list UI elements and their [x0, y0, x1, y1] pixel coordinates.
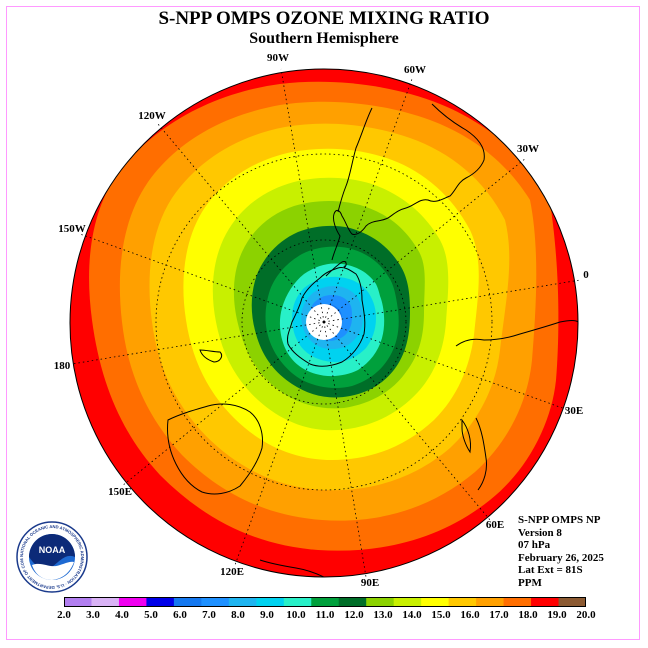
- color-scale-swatch: [311, 597, 340, 607]
- coastline-australia: [167, 403, 263, 495]
- color-scale-swatch: [366, 597, 395, 607]
- meridian-150w: [79, 233, 325, 323]
- lon-label-30w: 30W: [517, 143, 539, 155]
- coastline-new-zealand: [199, 349, 223, 363]
- color-scale-tick-label: 14.0: [402, 609, 422, 621]
- lon-label-30e: 30E: [565, 405, 583, 417]
- info-lat-ext: Lat Ext = 81S: [518, 564, 583, 576]
- info-version: Version 8: [518, 526, 562, 539]
- latitude-circle-30s: [155, 153, 493, 491]
- info-product: S-NPP OMPS NP: [518, 514, 601, 526]
- coastline-antarctica: [287, 267, 366, 367]
- color-scale-tick-label: 4.0: [115, 609, 129, 621]
- color-scale-tick-label: 10.0: [286, 609, 306, 621]
- color-scale-tick-label: 20.0: [576, 609, 596, 621]
- color-scale-tick-label: 2.0: [57, 609, 71, 621]
- latitude-circle-60s: [241, 239, 407, 405]
- color-scale-swatch: [228, 597, 257, 607]
- lon-label-90w: 90W: [267, 52, 289, 64]
- meridian-30w: [323, 157, 527, 323]
- color-scale-tick-label: 11.0: [315, 609, 335, 621]
- map-boundary: [69, 68, 579, 578]
- color-scale-swatch: [421, 597, 450, 607]
- color-scale-tick-label: 7.0: [202, 609, 216, 621]
- coastline-new-guinea: [259, 559, 327, 577]
- lon-label-150e: 150E: [108, 486, 132, 498]
- color-scale-swatch: [91, 597, 120, 607]
- color-scale-tick-label: 8.0: [231, 609, 245, 621]
- color-scale-swatch: [256, 597, 285, 607]
- color-scale-swatch: [558, 597, 586, 607]
- color-scale-swatch: [173, 597, 202, 607]
- color-scale-tick-label: 19.0: [547, 609, 567, 621]
- color-scale-swatch: [393, 597, 422, 607]
- info-date: February 26, 2025: [518, 551, 604, 564]
- lon-label-60w: 60W: [404, 64, 426, 76]
- coastlines: [167, 103, 578, 577]
- coastline-madagascar: [461, 418, 471, 454]
- color-scale-swatch: [338, 597, 367, 607]
- color-scale-swatch: [64, 597, 92, 607]
- info-pressure: 07 hPa: [518, 539, 551, 551]
- color-scale-swatch: [283, 597, 312, 607]
- color-scale-bar: [64, 597, 586, 607]
- color-scale-tick-label: 9.0: [260, 609, 274, 621]
- lon-label-90e: 90E: [361, 577, 379, 589]
- color-scale-swatch: [531, 597, 560, 607]
- meridian-30e: [323, 321, 569, 411]
- color-scale-tick-label: 6.0: [173, 609, 187, 621]
- color-scale-tick-label: 12.0: [344, 609, 364, 621]
- lon-label-180: 180: [54, 360, 71, 372]
- longitude-labels: 90W 60W 30W 0 30E 60E 90E 120E 150E 180 …: [54, 52, 590, 589]
- color-scale-tick-label: 3.0: [86, 609, 100, 621]
- lon-label-120w: 120W: [138, 110, 166, 122]
- noaa-logo-text: NOAA: [39, 545, 66, 555]
- color-scale-swatch: [503, 597, 532, 607]
- color-scale-tick-label: 16.0: [460, 609, 480, 621]
- color-scale-tick-label: 5.0: [144, 609, 158, 621]
- color-scale-swatch: [118, 597, 147, 607]
- coastline-antarctic-peninsula: [325, 261, 347, 277]
- lon-label-60e: 60E: [486, 519, 504, 531]
- color-scale-swatch: [476, 597, 505, 607]
- figure-subtitle: Southern Hemisphere: [249, 30, 399, 47]
- figure-title: S-NPP OMPS OZONE MIXING RATIO: [158, 8, 490, 29]
- coastline-africa: [455, 320, 578, 491]
- lon-label-150w: 150W: [58, 223, 86, 235]
- meridian-0: [323, 279, 581, 323]
- lon-label-0: 0: [583, 269, 589, 281]
- figure-frame: [6, 6, 640, 640]
- graticule: [71, 68, 581, 578]
- color-scale-swatch: [201, 597, 230, 607]
- color-scale-tick-label: 15.0: [431, 609, 451, 621]
- meridian-180: [71, 321, 325, 365]
- color-scale-tick-label: 18.0: [518, 609, 538, 621]
- color-scale-swatch: [448, 597, 477, 607]
- ozone-contour-field: [70, 69, 578, 577]
- coastline-south-america: [331, 103, 485, 261]
- color-scale-tick-label: 13.0: [373, 609, 393, 621]
- info-units: PPM: [518, 576, 542, 589]
- color-scale-tick-label: 17.0: [489, 609, 509, 621]
- lon-label-120e: 120E: [220, 566, 244, 578]
- product-info: S-NPP OMPS NP Version 8 07 hPa February …: [518, 514, 604, 589]
- meridian-150e: [121, 321, 325, 487]
- noaa-logo: NATIONAL OCEANIC AND ATMOSPHERIC ADMINIS…: [16, 521, 88, 593]
- color-scale-swatch: [146, 597, 175, 607]
